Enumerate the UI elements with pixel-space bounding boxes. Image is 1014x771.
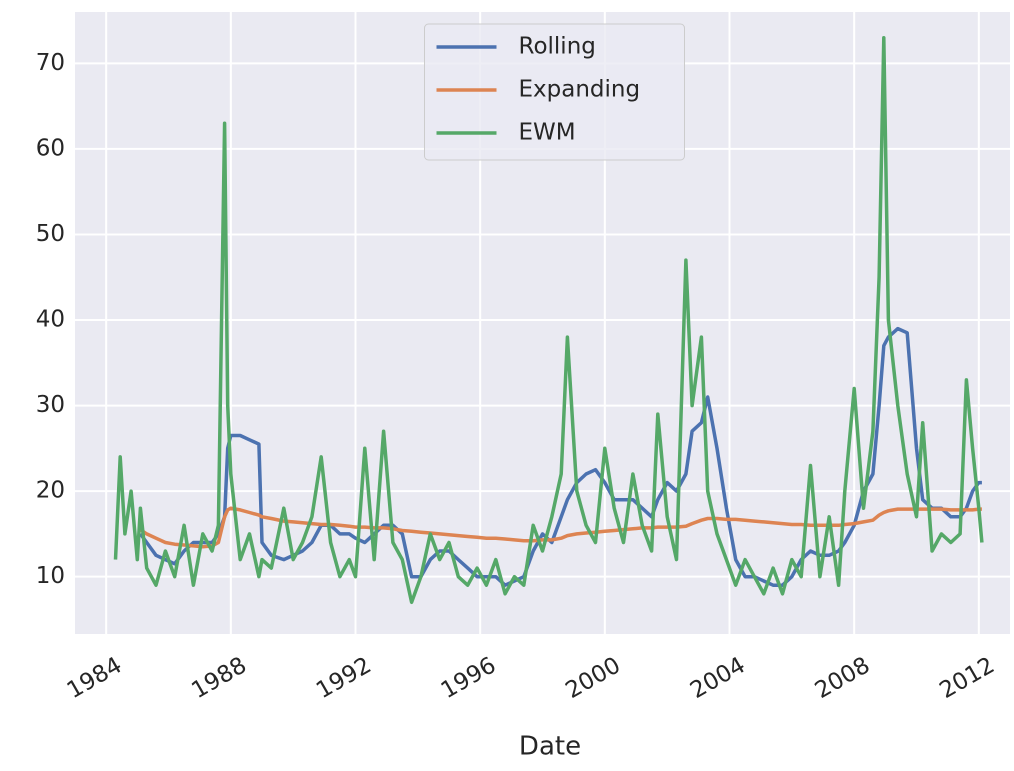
x-tick-label: 2004 (686, 652, 750, 704)
y-tick-label: 50 (36, 221, 65, 247)
y-tick-label: 60 (36, 135, 65, 161)
series-line (138, 326, 982, 587)
series-line (139, 506, 982, 549)
y-tick-label: 70 (36, 50, 65, 76)
x-tick-label: 1996 (437, 652, 501, 704)
y-tick-label: 20 (36, 478, 65, 504)
y-tick-label: 30 (36, 392, 65, 418)
x-tick-label: 2008 (811, 652, 875, 704)
y-tick-label: 10 (36, 563, 65, 589)
x-tick-label: 1984 (63, 652, 127, 704)
x-tick-label: 1988 (187, 652, 251, 704)
x-tick-label: 2012 (935, 652, 999, 704)
legend-box (424, 23, 685, 161)
y-tick-label: 40 (36, 307, 65, 333)
x-tick-label: 1992 (312, 652, 376, 704)
x-tick-label: 2000 (561, 652, 625, 704)
legend-label: EWM (519, 120, 576, 146)
legend-label: Rolling (519, 34, 596, 60)
x-axis-label: Date (519, 732, 581, 762)
legend-label: Expanding (519, 77, 641, 103)
series-line (113, 35, 984, 605)
